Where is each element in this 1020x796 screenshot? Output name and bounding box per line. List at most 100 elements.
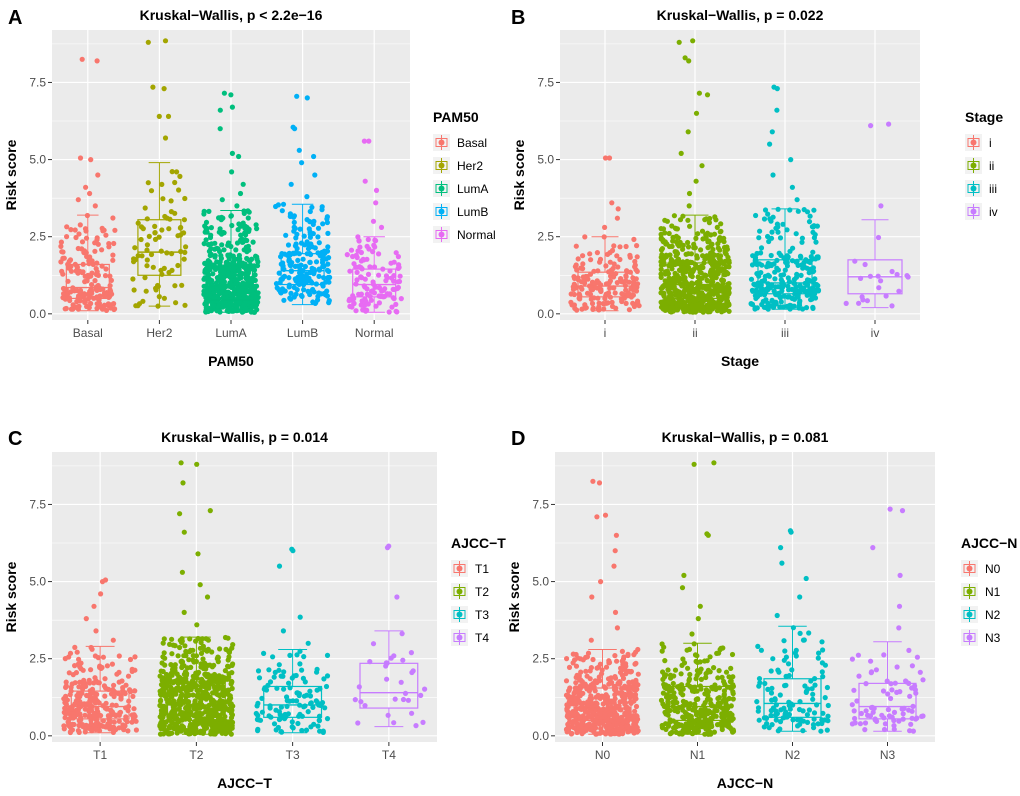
- data-point: [700, 298, 706, 305]
- outlier-point: [204, 594, 211, 600]
- data-point: [750, 288, 756, 294]
- data-point: [631, 287, 637, 293]
- data-point: [680, 692, 686, 698]
- data-point: [676, 243, 682, 249]
- data-point: [370, 641, 377, 647]
- data-point: [214, 286, 220, 292]
- data-point: [273, 281, 280, 287]
- data-point: [763, 715, 770, 722]
- data-point: [281, 686, 287, 692]
- data-point: [718, 221, 724, 227]
- data-point: [321, 290, 327, 297]
- data-point: [271, 674, 277, 680]
- outlier-point: [299, 160, 305, 166]
- outlier-point: [110, 637, 116, 643]
- data-point: [182, 302, 188, 308]
- outlier-point: [180, 480, 186, 486]
- data-point: [782, 267, 788, 273]
- data-point: [689, 287, 696, 293]
- data-point: [77, 664, 83, 670]
- data-point: [168, 209, 174, 215]
- data-point: [286, 698, 292, 704]
- data-point: [74, 649, 80, 655]
- data-point: [724, 298, 731, 304]
- data-point: [111, 240, 117, 247]
- data-point: [685, 239, 691, 246]
- data-point: [219, 242, 225, 248]
- x-axis-label: AJCC−N: [717, 775, 773, 791]
- data-point: [772, 276, 778, 282]
- data-point: [587, 676, 593, 682]
- data-point: [62, 715, 68, 721]
- data-point: [92, 675, 98, 681]
- data-point: [774, 265, 780, 271]
- data-point: [881, 652, 887, 658]
- data-point: [623, 278, 629, 284]
- data-point: [104, 663, 110, 669]
- data-point: [632, 262, 638, 268]
- data-point: [614, 658, 620, 664]
- legend-key-point: [456, 634, 463, 641]
- y-tick-label: 0.0: [29, 729, 46, 743]
- jitter-points: [748, 84, 822, 312]
- data-point: [314, 699, 320, 705]
- data-point: [701, 711, 707, 717]
- data-point: [781, 638, 787, 644]
- data-point: [353, 308, 359, 314]
- data-point: [153, 285, 159, 291]
- data-point: [815, 254, 821, 260]
- data-point: [691, 707, 697, 713]
- data-point: [89, 282, 95, 288]
- data-point: [102, 685, 109, 691]
- data-point: [687, 270, 693, 276]
- data-point: [120, 685, 126, 691]
- data-point: [662, 230, 668, 236]
- data-point: [713, 262, 719, 268]
- data-point: [689, 303, 695, 309]
- data-point: [707, 654, 713, 660]
- data-point: [161, 265, 167, 271]
- box-rect: [65, 263, 110, 300]
- legend-label: N2: [985, 608, 1001, 622]
- box-her2: [130, 38, 189, 309]
- data-point: [110, 252, 116, 258]
- data-point: [766, 238, 772, 245]
- data-point: [281, 297, 287, 303]
- data-point: [383, 278, 389, 284]
- data-point: [64, 224, 70, 230]
- data-point: [820, 647, 826, 653]
- data-point: [565, 704, 571, 710]
- legend-key-point: [456, 588, 463, 595]
- data-point: [868, 670, 874, 676]
- data-point: [768, 668, 774, 674]
- data-point: [323, 683, 330, 690]
- data-point: [920, 677, 926, 683]
- data-point: [580, 266, 586, 272]
- data-point: [718, 645, 724, 652]
- data-point: [763, 289, 769, 295]
- data-point: [306, 275, 312, 281]
- data-point: [721, 272, 727, 278]
- data-point: [164, 250, 170, 256]
- data-point: [144, 257, 150, 263]
- data-point: [61, 255, 67, 261]
- data-point: [173, 691, 179, 697]
- data-point: [295, 263, 301, 269]
- data-point: [699, 722, 705, 728]
- data-point: [144, 247, 150, 253]
- legend-label: T2: [475, 585, 489, 599]
- data-point: [354, 269, 360, 275]
- data-point: [158, 668, 164, 674]
- data-point: [198, 639, 204, 646]
- data-point: [787, 207, 793, 213]
- legend-label: Normal: [457, 228, 496, 242]
- data-point: [586, 714, 592, 720]
- data-point: [60, 295, 66, 301]
- data-point: [862, 720, 869, 726]
- legend-key-box: [967, 184, 980, 193]
- data-point: [883, 293, 889, 299]
- data-point: [60, 271, 66, 277]
- data-point: [219, 674, 225, 680]
- data-point: [579, 729, 585, 735]
- data-point: [250, 239, 256, 245]
